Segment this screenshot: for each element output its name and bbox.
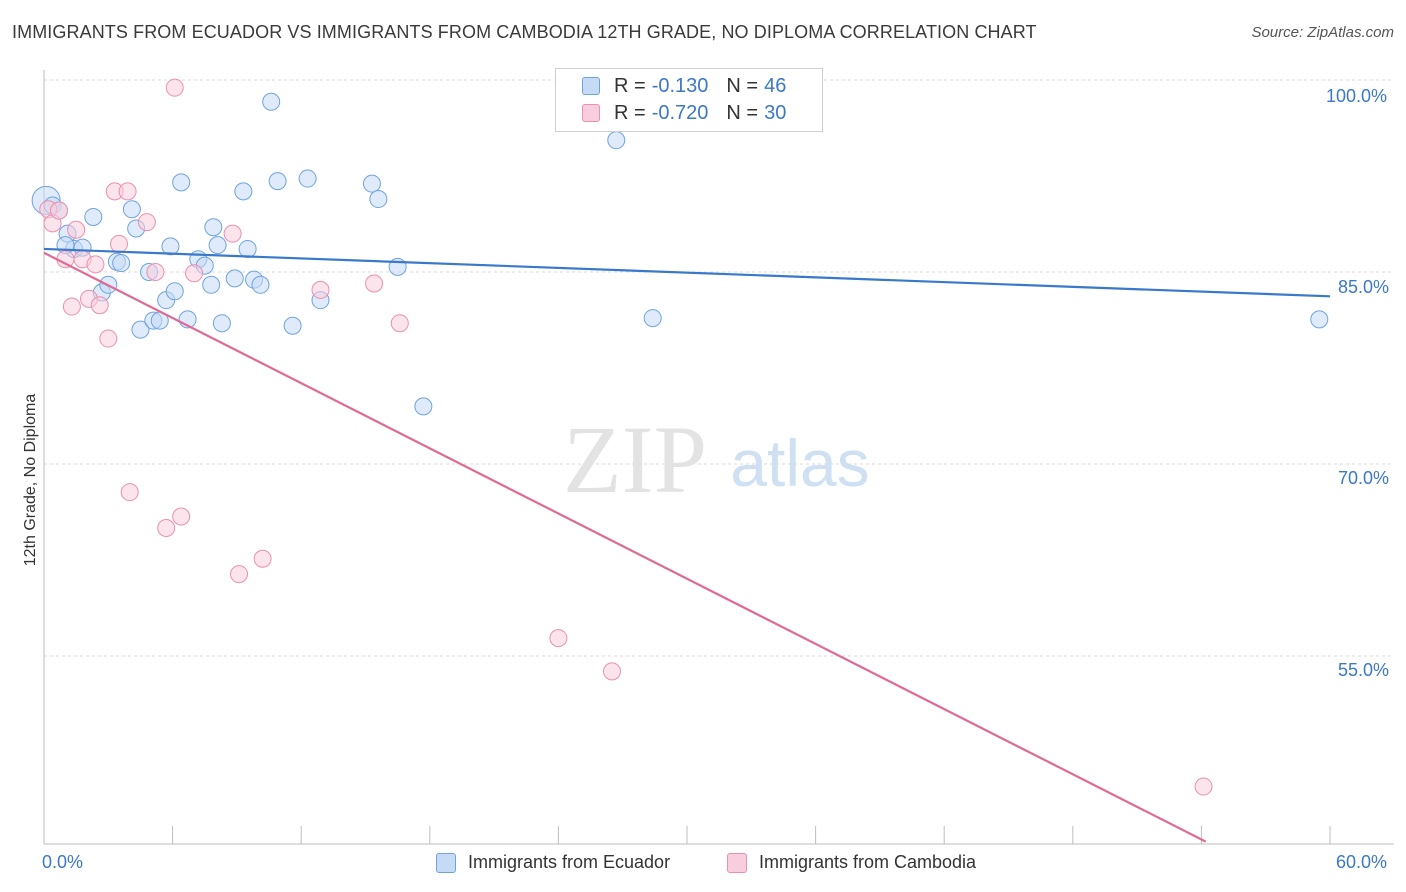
source-credit: Source: ZipAtlas.com <box>1251 24 1394 41</box>
ecuador-point-27 <box>212 314 231 333</box>
watermark-atlas: atlas <box>730 426 869 500</box>
cambodia-point-5 <box>67 220 86 239</box>
legend-row-ecuador: R = -0.130 N = 46 <box>582 73 786 99</box>
y-tick-label-85: 85.0% <box>1338 277 1390 297</box>
x-tick-label-min: 0.0% <box>42 852 84 872</box>
ecuador-point-26 <box>208 236 227 255</box>
chart-title: IMMIGRANTS FROM ECUADOR VS IMMIGRANTS FR… <box>12 22 1037 42</box>
cambodia-point-21 <box>230 565 249 584</box>
ecuador-point-42 <box>607 131 626 150</box>
data-points <box>31 78 1329 796</box>
y-tick-label-70: 70.0% <box>1338 468 1390 488</box>
cambodia-point-3 <box>56 250 75 269</box>
cambodia-legend-swatch <box>727 852 747 873</box>
cambodia-swatch <box>582 104 600 122</box>
cambodia-point-10 <box>99 329 118 348</box>
ecuador-point-35 <box>283 316 302 335</box>
ecuador-point-13 <box>131 320 150 339</box>
legend-item-ecuador[interactable]: Immigrants from Ecuador <box>436 852 670 873</box>
legend-n-value-ecuador: 46 <box>764 74 787 97</box>
ecuador-point-30 <box>238 239 257 258</box>
cambodia-point-17 <box>157 519 176 537</box>
cambodia-point-12 <box>110 234 129 253</box>
ecuador-point-18 <box>161 237 180 256</box>
cambodia-point-4 <box>62 297 81 316</box>
ecuador-swatch <box>582 77 600 95</box>
ecuador-point-39 <box>369 190 388 209</box>
cambodia-point-14 <box>120 483 139 502</box>
cambodia-point-25 <box>390 314 409 333</box>
ecuador-point-32 <box>251 275 270 294</box>
ecuador-point-43 <box>643 309 662 328</box>
cambodia-point-8 <box>86 255 105 274</box>
legend-row-cambodia: R = -0.720 N = 30 <box>582 100 786 126</box>
cambodia-trend-line <box>43 251 1207 843</box>
ecuador-point-33 <box>262 92 281 111</box>
cambodia-point-27 <box>602 662 621 681</box>
ecuador-point-29 <box>234 182 253 201</box>
ecuador-point-24 <box>202 275 221 294</box>
ecuador-point-41 <box>414 397 433 416</box>
watermark: ZIP atlas <box>563 406 870 513</box>
axes <box>43 70 1394 845</box>
ecuador-point-11 <box>122 200 141 219</box>
cambodia-point-23 <box>311 280 330 299</box>
cambodia-point-22 <box>253 549 272 568</box>
ecuador-point-28 <box>225 269 244 288</box>
legend-n-label: N = <box>726 74 759 97</box>
watermark-zip: ZIP <box>563 406 707 513</box>
ecuador-point-10 <box>112 254 131 273</box>
cambodia-point-16 <box>146 263 165 281</box>
stats-legend: R = -0.130 N = 46 R = -0.720 N = 30 <box>555 68 823 132</box>
ecuador-point-44 <box>1310 310 1329 329</box>
ecuador-legend-swatch <box>436 852 456 873</box>
cambodia-point-9 <box>90 296 109 315</box>
legend-r-label: R = <box>614 101 646 124</box>
legend-r-label: R = <box>614 74 646 97</box>
y-tick-label-100: 100.0% <box>1326 86 1388 106</box>
legend-r-value-cambodia: -0.720 <box>651 101 709 124</box>
trend-lines <box>43 247 1331 843</box>
legend-item-cambodia[interactable]: Immigrants from Cambodia <box>727 852 976 873</box>
y-tick-label-55: 55.0% <box>1338 660 1390 680</box>
ecuador-point-38 <box>362 174 381 193</box>
series-legend: Immigrants from Ecuador Immigrants from … <box>0 852 1406 878</box>
ecuador-point-20 <box>172 173 191 192</box>
cambodia-point-29 <box>165 78 184 97</box>
legend-r-value-ecuador: -0.130 <box>651 74 709 97</box>
ecuador-point-25 <box>204 218 223 237</box>
ecuador-point-36 <box>298 169 317 188</box>
cambodia-point-19 <box>185 264 204 283</box>
legend-label-ecuador: Immigrants from Ecuador <box>468 852 671 872</box>
ecuador-point-6 <box>84 207 103 226</box>
cambodia-point-26 <box>549 629 568 648</box>
ecuador-point-19 <box>165 282 184 301</box>
y-axis-label: 12th Grade, No Diploma <box>22 393 39 567</box>
cambodia-point-24 <box>365 274 384 293</box>
cambodia-point-28 <box>1194 777 1213 796</box>
grid-lines <box>44 79 1394 657</box>
ecuador-point-34 <box>268 172 287 191</box>
ecuador-trend-line <box>43 247 1331 298</box>
cambodia-point-2 <box>50 201 69 220</box>
x-tick-label-max: 60.0% <box>1336 852 1388 872</box>
cambodia-point-18 <box>172 507 191 526</box>
legend-n-value-cambodia: 30 <box>764 101 787 124</box>
cambodia-point-15 <box>137 213 156 232</box>
legend-label-cambodia: Immigrants from Cambodia <box>759 852 977 872</box>
cambodia-point-13 <box>118 182 137 201</box>
cambodia-point-20 <box>223 224 242 243</box>
legend-n-label: N = <box>726 101 759 124</box>
